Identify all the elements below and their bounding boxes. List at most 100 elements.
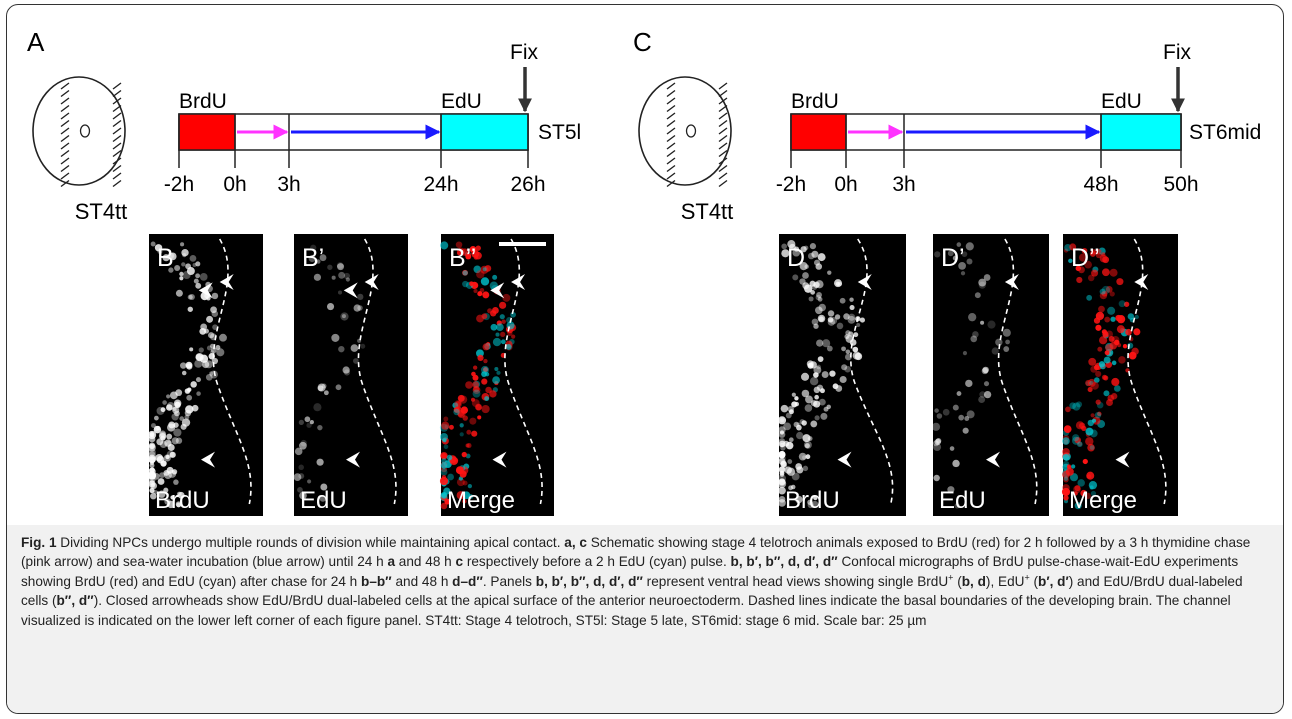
cell — [173, 479, 179, 485]
cell — [187, 388, 191, 392]
time-label: 0h — [834, 173, 857, 196]
time-label: 50h — [1163, 173, 1198, 196]
cell — [1097, 347, 1102, 352]
cell — [482, 291, 489, 298]
cell — [807, 360, 814, 367]
micrograph — [441, 234, 554, 516]
cell — [500, 314, 505, 319]
cell — [313, 403, 321, 411]
figure: AST4tt-2h0h3h24h26hBrdUEdUFixST5lCST4tt-… — [6, 4, 1284, 714]
cell — [979, 391, 985, 397]
cell — [841, 346, 846, 351]
cell — [1088, 358, 1096, 366]
cell — [460, 432, 464, 436]
cell — [482, 378, 488, 384]
cell — [953, 405, 959, 411]
cell — [484, 396, 489, 401]
cell — [792, 393, 796, 397]
cell — [150, 461, 154, 465]
cell — [476, 270, 484, 278]
caption-bold: b, b′, b″, d, d′, d″ — [536, 574, 643, 589]
micrograph-label: D — [787, 244, 805, 272]
cell — [155, 454, 163, 462]
cell — [162, 400, 167, 405]
cell — [454, 400, 462, 408]
cell — [1005, 340, 1010, 345]
cell — [849, 298, 853, 302]
cell — [501, 339, 506, 344]
cell — [338, 291, 342, 295]
cell — [174, 399, 181, 406]
cell — [783, 422, 791, 430]
time-label: 48h — [1083, 173, 1118, 196]
caption-text: represent ventral head views showing sin… — [643, 574, 948, 589]
cell — [158, 478, 165, 485]
cell — [195, 273, 200, 278]
cell — [184, 415, 189, 420]
cell — [174, 265, 180, 271]
cell — [196, 391, 201, 396]
cell — [199, 328, 206, 335]
cell — [1095, 412, 1101, 418]
cell — [487, 308, 492, 313]
cell — [987, 321, 995, 329]
cell — [496, 371, 500, 375]
cell — [185, 405, 193, 413]
cell — [792, 473, 800, 481]
cell — [492, 275, 497, 280]
micrograph-label: B’ — [302, 244, 324, 272]
cell — [179, 416, 184, 421]
cell — [1094, 365, 1099, 370]
figure-graphics: AST4tt-2h0h3h24h26hBrdUEdUFixST5lCST4tt-… — [7, 5, 1284, 525]
cell — [186, 362, 193, 369]
cell — [447, 455, 453, 461]
channel-label: EdU — [939, 487, 986, 514]
cell — [502, 319, 506, 323]
cell — [794, 396, 798, 400]
brdu-pulse — [179, 114, 235, 150]
cell — [934, 408, 939, 413]
cell — [779, 441, 786, 448]
cell — [1117, 315, 1125, 323]
cell — [346, 277, 350, 281]
cell — [830, 317, 837, 324]
cell — [473, 289, 477, 293]
cell — [1125, 329, 1132, 336]
cell — [460, 423, 464, 427]
cell — [796, 432, 803, 439]
micrograph-label: D’ — [941, 244, 965, 272]
cell — [1065, 407, 1071, 413]
cell — [952, 460, 959, 467]
cell — [1063, 454, 1069, 460]
cell — [804, 284, 812, 292]
cell — [789, 409, 794, 414]
cell — [483, 343, 490, 350]
cell — [298, 473, 304, 479]
cell — [1083, 459, 1088, 464]
cell — [176, 290, 183, 297]
cell — [827, 346, 833, 352]
cell — [1104, 357, 1111, 364]
cell — [318, 383, 326, 391]
panel-label: C — [633, 27, 652, 57]
cell — [444, 445, 449, 450]
cell — [173, 422, 178, 427]
channel-label: Merge — [447, 487, 515, 514]
cell — [441, 458, 446, 463]
time-label: 3h — [892, 173, 915, 196]
cell — [190, 381, 196, 387]
cell — [212, 358, 218, 364]
cell — [796, 466, 803, 473]
cell — [476, 245, 481, 250]
cell — [963, 428, 969, 434]
cell — [1112, 361, 1117, 366]
cell — [950, 446, 955, 451]
cell — [780, 430, 784, 434]
caption-bold: b, d — [962, 574, 986, 589]
cell — [472, 381, 479, 388]
caption-bold: b″, d″ — [57, 593, 94, 608]
cell — [338, 272, 345, 279]
cell — [1072, 434, 1079, 441]
cell — [860, 318, 865, 323]
cell — [1086, 295, 1092, 301]
